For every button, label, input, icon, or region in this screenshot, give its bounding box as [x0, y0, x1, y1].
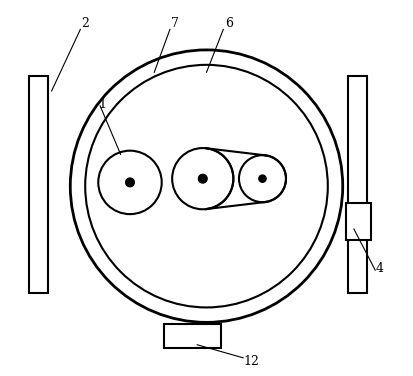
Circle shape: [198, 174, 207, 183]
Text: 1: 1: [98, 97, 106, 111]
Bar: [348, 76, 367, 293]
Circle shape: [259, 175, 266, 182]
Text: 2: 2: [81, 17, 89, 30]
Bar: [164, 324, 221, 349]
Text: 7: 7: [171, 17, 179, 30]
Bar: [347, 203, 371, 240]
Circle shape: [70, 50, 343, 322]
Text: 6: 6: [225, 17, 233, 30]
Text: 4: 4: [376, 262, 384, 275]
Text: 12: 12: [243, 355, 259, 368]
Circle shape: [126, 178, 135, 187]
Circle shape: [85, 65, 328, 308]
Bar: [29, 76, 48, 293]
